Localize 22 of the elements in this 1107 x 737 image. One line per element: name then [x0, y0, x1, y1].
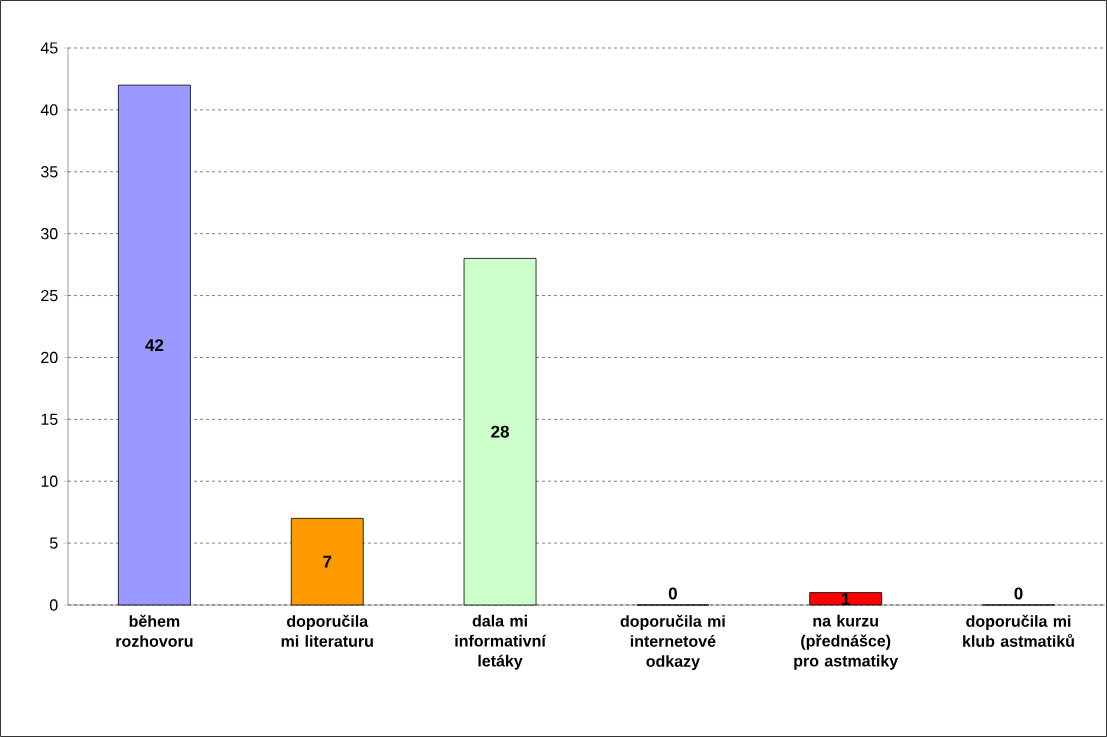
y-tick-label: 30: [41, 228, 58, 240]
y-tick-label: 35: [41, 166, 58, 178]
x-tick-label: doporučila mi literaturu: [281, 614, 373, 647]
data-label: 28: [491, 425, 509, 438]
y-tick-label: 15: [41, 413, 58, 425]
data-label: 1: [842, 592, 850, 605]
x-tick-label: doporučila mi klub astmatiků: [963, 614, 1074, 647]
data-label: 42: [145, 339, 164, 351]
data-label: 7: [323, 555, 332, 568]
y-tick-label: 25: [41, 289, 58, 302]
x-tick-label: dala mi informativní letáky: [455, 614, 547, 670]
y-tick-label: 40: [40, 104, 58, 116]
y-tick-label: 20: [41, 351, 58, 364]
y-tick-label: 45: [40, 42, 58, 54]
x-tick-label: na kurzu (přednášce) pro astmatiky: [794, 614, 899, 670]
data-label: 0: [1014, 587, 1023, 600]
y-tick-label: 5: [49, 537, 58, 549]
y-tick-label: 0: [49, 599, 58, 611]
x-tick-label: doporučila mi internetové odkazy: [620, 614, 725, 671]
x-tick-label: během rozhovoru: [116, 614, 193, 647]
y-tick-label: 10: [41, 475, 58, 487]
data-label: 0: [668, 587, 677, 600]
